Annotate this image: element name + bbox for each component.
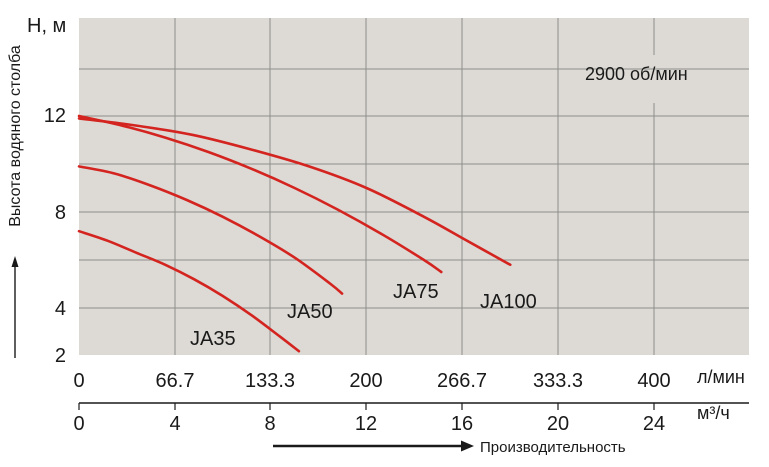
- y-axis-title: H, м: [27, 15, 66, 37]
- series-line-ja100: [77, 117, 512, 267]
- x-tick-label-lmin: 133.3: [245, 370, 295, 392]
- series-line-ja35: [77, 229, 301, 353]
- x-axis-arrow: [273, 440, 474, 452]
- y-tick-label: 8: [55, 202, 66, 224]
- y-axis-arrow: [11, 256, 19, 358]
- plot-background: [79, 18, 749, 355]
- y-tick-label: 4: [55, 298, 66, 320]
- y-tick-label: 12: [44, 105, 66, 127]
- x-tick-label-m3h: 20: [547, 413, 569, 435]
- x-axis-label: Производительность: [480, 439, 626, 456]
- series-label-ja75: JA75: [393, 281, 439, 303]
- series-label-ja50: JA50: [287, 301, 333, 323]
- rpm-annotation: 2900 об/мин: [585, 64, 688, 84]
- x-tick-label-m3h: 16: [451, 413, 473, 435]
- series-line-ja75: [77, 114, 443, 274]
- x-tick-label-lmin: 200: [349, 370, 382, 392]
- x-tick-label-lmin: 66.7: [156, 370, 195, 392]
- x-tick-label-m3h: 12: [355, 413, 377, 435]
- x-tick-label-m3h: 0: [73, 413, 84, 435]
- x-tick-label-lmin: 333.3: [533, 370, 583, 392]
- x-unit-lmin: л/мин: [697, 367, 745, 387]
- x-tick-label-lmin: 266.7: [437, 370, 487, 392]
- series-label-ja100: JA100: [480, 291, 537, 313]
- series-label-ja35: JA35: [190, 328, 236, 350]
- x-tick-label-lmin: 0: [73, 370, 84, 392]
- series-line-ja50: [77, 165, 344, 295]
- x-tick-label-lmin: 400: [637, 370, 670, 392]
- x-tick-label-m3h: 24: [643, 413, 665, 435]
- secondary-x-ticks: [78, 403, 655, 410]
- y-axis-label: Высота водяного столба: [7, 45, 24, 227]
- y-tick-label: 2: [55, 345, 66, 367]
- x-unit-m3h: м³/ч: [697, 403, 730, 423]
- x-tick-label-m3h: 8: [264, 413, 275, 435]
- curves: [77, 114, 512, 353]
- x-tick-label-m3h: 4: [169, 413, 180, 435]
